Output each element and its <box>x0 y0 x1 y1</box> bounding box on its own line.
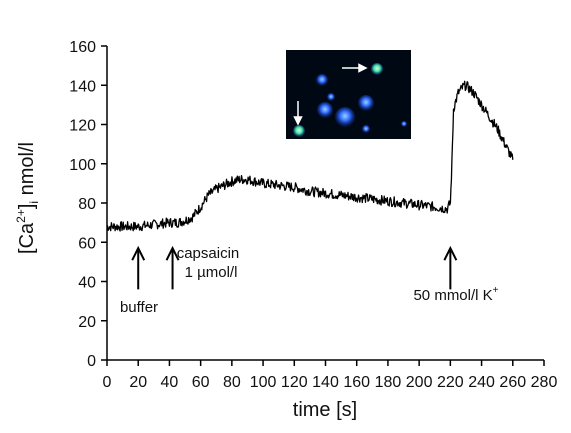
y-title-sub: i <box>27 201 41 204</box>
y-title-close: ] <box>16 204 38 210</box>
fluorescence-micrograph-inset <box>286 50 411 139</box>
cell <box>335 107 355 127</box>
x-axis-title: time [s] <box>293 399 357 421</box>
arrow-icon <box>293 101 303 126</box>
x-tick-label: 220 <box>437 374 464 391</box>
y-tick-label: 80 <box>78 196 96 213</box>
cell <box>401 121 407 127</box>
x-tick-label: 20 <box>129 374 147 391</box>
arrow-up-icon <box>443 245 458 290</box>
y-title-unit: nmol/l <box>16 142 38 201</box>
y-tick-label: 120 <box>69 118 96 135</box>
cell <box>362 125 370 133</box>
calcium-trace-line <box>106 80 514 232</box>
annotation-capsaicin-dose: 1 µmol/l <box>185 264 238 281</box>
x-tick-label: 140 <box>312 374 339 391</box>
x-tick-label: 100 <box>250 374 277 391</box>
x-tick-label: 280 <box>531 374 558 391</box>
y-title-main: [Ca <box>16 222 38 254</box>
annotation-potassium-main: 50 mmol/l K <box>413 287 492 304</box>
x-tick-label: 160 <box>343 374 370 391</box>
arrow-up-icon <box>165 245 180 290</box>
annotation-buffer: buffer <box>120 299 158 316</box>
y-tick-label: 40 <box>78 275 96 292</box>
y-tick-label: 100 <box>69 157 96 174</box>
x-tick-label: 180 <box>375 374 402 391</box>
cell-highlighted <box>371 63 383 75</box>
annotation-potassium: 50 mmol/l K+ <box>413 285 498 304</box>
x-tick-label: 200 <box>406 374 433 391</box>
y-tick-label: 140 <box>69 78 96 95</box>
stimulus-arrows <box>131 245 458 290</box>
cell <box>358 95 374 111</box>
y-ticks: 0 20 40 60 80 100 120 140 160 <box>69 39 107 370</box>
y-title-sup: 2+ <box>14 209 28 223</box>
cell <box>317 102 333 118</box>
cell <box>327 93 335 101</box>
x-tick-label: 120 <box>281 374 308 391</box>
x-ticks: 0 20 40 60 80 100 120 140 160 180 200 220 240 260 280 <box>103 360 558 391</box>
y-tick-label: 60 <box>78 235 96 252</box>
arrow-up-icon <box>131 245 146 290</box>
y-tick-label: 160 <box>69 39 96 56</box>
x-tick-label: 60 <box>192 374 210 391</box>
annotation-potassium-sup: + <box>493 285 499 296</box>
cell-highlighted <box>293 125 305 137</box>
y-tick-label: 20 <box>78 314 96 331</box>
x-tick-label: 80 <box>223 374 241 391</box>
cell <box>316 74 328 86</box>
annotation-capsaicin: capsaicin <box>177 245 240 262</box>
arrow-icon <box>342 63 368 73</box>
y-tick-label: 0 <box>87 353 96 370</box>
y-axis-title: [Ca2+]i nmol/l <box>14 142 41 254</box>
x-tick-label: 0 <box>103 374 112 391</box>
x-tick-label: 40 <box>161 374 179 391</box>
x-tick-label: 260 <box>499 374 526 391</box>
x-tick-label: 240 <box>468 374 495 391</box>
